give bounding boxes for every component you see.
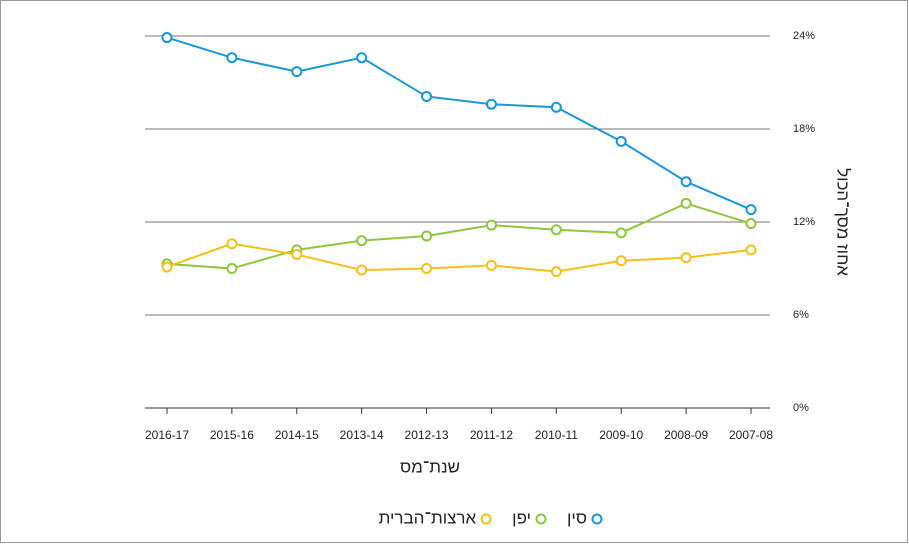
point <box>485 98 497 110</box>
point <box>615 255 627 267</box>
point <box>745 218 757 230</box>
point <box>485 259 497 271</box>
series-line <box>166 202 752 270</box>
y-axis-title: אחוז מסך־הכול <box>834 168 853 276</box>
point <box>291 66 303 78</box>
point <box>226 52 238 64</box>
legend-label: סין <box>567 508 587 527</box>
x-tick-label: 2015-16 <box>210 428 254 442</box>
legend-label: יפן <box>512 508 531 527</box>
legend-marker <box>480 513 492 525</box>
point <box>291 249 303 261</box>
point <box>680 252 692 264</box>
legend-marker <box>535 513 547 525</box>
point <box>226 263 238 274</box>
point <box>226 238 238 250</box>
y-tick-label: 12% <box>793 216 815 228</box>
point <box>550 101 562 113</box>
point <box>356 264 368 276</box>
point <box>680 197 692 209</box>
x-tick-label: 2013-14 <box>340 428 384 442</box>
point <box>745 204 757 216</box>
series-line <box>166 36 752 211</box>
point <box>615 135 627 147</box>
x-tick-label: 2010-11 <box>535 428 578 442</box>
point <box>421 230 433 242</box>
point <box>485 219 497 231</box>
point <box>550 266 562 278</box>
x-tick-label: 2009-10 <box>599 428 643 442</box>
point <box>421 263 433 274</box>
x-tick-label: 2011-12 <box>470 428 513 442</box>
y-tick-label: 24% <box>793 30 815 42</box>
x-axis-title: שנת־מס <box>400 457 460 476</box>
point <box>421 90 433 102</box>
point <box>615 227 627 239</box>
y-tick-label: 6% <box>793 309 809 321</box>
x-tick-label: 2012-13 <box>405 428 449 442</box>
series-line <box>166 242 752 273</box>
y-tick-label: 18% <box>793 123 815 135</box>
point <box>745 244 757 256</box>
x-tick-label: 2014-15 <box>275 428 319 442</box>
point <box>356 235 368 247</box>
x-tick-label: 2016-17 <box>145 428 189 442</box>
legend-marker <box>591 513 603 525</box>
point <box>356 52 368 64</box>
point <box>550 224 562 236</box>
x-tick-label: 2008-09 <box>664 428 708 442</box>
point <box>161 32 173 44</box>
legend-label: ארצות־הברית <box>379 508 477 527</box>
x-tick-label: 2007-08 <box>729 428 773 442</box>
point <box>680 176 692 188</box>
y-tick-label: 0% <box>793 402 809 414</box>
point <box>161 261 173 273</box>
